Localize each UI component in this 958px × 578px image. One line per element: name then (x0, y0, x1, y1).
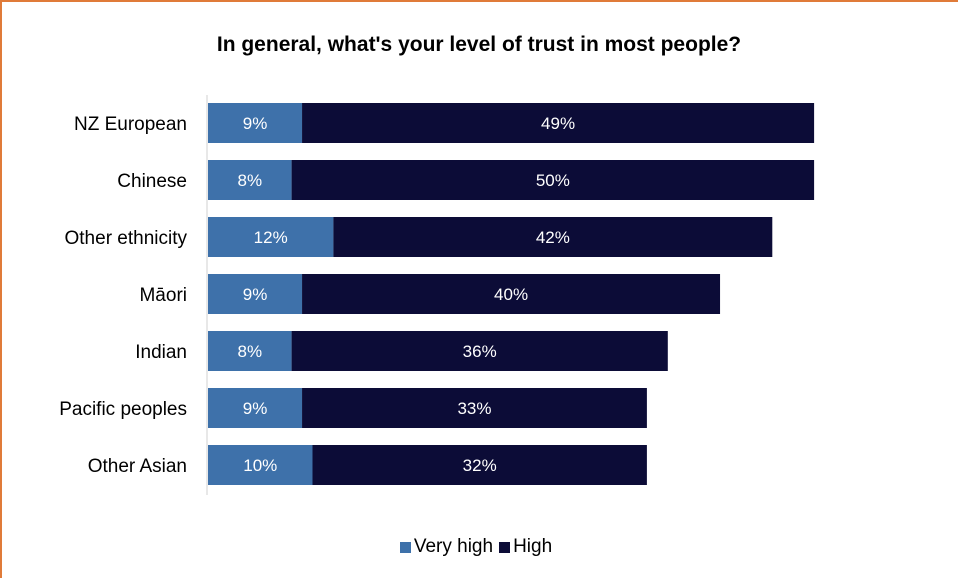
data-label-high-m-ori: 40% (494, 285, 528, 304)
data-label-high-other-ethnicity: 42% (536, 228, 570, 247)
legend-label-high: High (513, 536, 553, 557)
category-label-pacific-peoples: Pacific peoples (59, 399, 187, 420)
category-label-indian: Indian (135, 342, 187, 363)
data-label-high-other-asian: 32% (463, 456, 497, 475)
bar-high-indian (291, 331, 668, 371)
data-label-very-high-indian: 8% (238, 342, 263, 361)
category-label-other-asian: Other Asian (88, 456, 187, 477)
bars-group: NZ European 9% 49% Chinese 8% 50% Other ethnic… (59, 103, 815, 485)
bar-very-high-pacific-peoples (208, 388, 303, 428)
bar-high-m-ori (302, 274, 721, 314)
legend-swatch-very-high (399, 541, 411, 553)
category-label-m-ori: Māori (139, 285, 187, 306)
data-label-high-chinese: 50% (536, 171, 570, 190)
legend-label-very-high: Very high (413, 536, 494, 557)
legend-item-high: High (499, 536, 552, 558)
category-label-other-ethnicity: Other ethnicity (65, 228, 188, 249)
bar-high-pacific-peoples (302, 388, 647, 428)
data-label-high-nz-european: 49% (541, 114, 575, 133)
category-label-nz-european: NZ European (74, 114, 187, 135)
data-label-very-high-m-ori: 9% (243, 285, 268, 304)
bar-high-other-ethnicity (333, 217, 773, 257)
data-label-high-pacific-peoples: 33% (457, 399, 491, 418)
bar-very-high-other-asian (208, 445, 313, 485)
data-label-very-high-chinese: 8% (238, 171, 263, 190)
legend: Very high High (0, 536, 958, 558)
bar-very-high-m-ori (208, 274, 303, 314)
data-label-very-high-pacific-peoples: 9% (243, 399, 268, 418)
bar-high-other-asian (312, 445, 647, 485)
data-label-very-high-other-ethnicity: 12% (254, 228, 288, 247)
bar-very-high-other-ethnicity (208, 217, 334, 257)
bar-high-chinese (291, 160, 815, 200)
data-label-very-high-other-asian: 10% (243, 456, 277, 475)
data-label-very-high-nz-european: 9% (243, 114, 268, 133)
category-label-chinese: Chinese (117, 171, 187, 192)
legend-swatch-high (499, 541, 511, 553)
data-label-high-indian: 36% (463, 342, 497, 361)
bar-very-high-nz-european (208, 103, 303, 143)
chart-title: In general, what's your level of trust i… (216, 33, 742, 56)
legend-item-very-high: Very high (399, 536, 494, 558)
bar-very-high-chinese (208, 160, 292, 200)
bar-high-nz-european (302, 103, 815, 143)
bar-very-high-indian (208, 331, 292, 371)
